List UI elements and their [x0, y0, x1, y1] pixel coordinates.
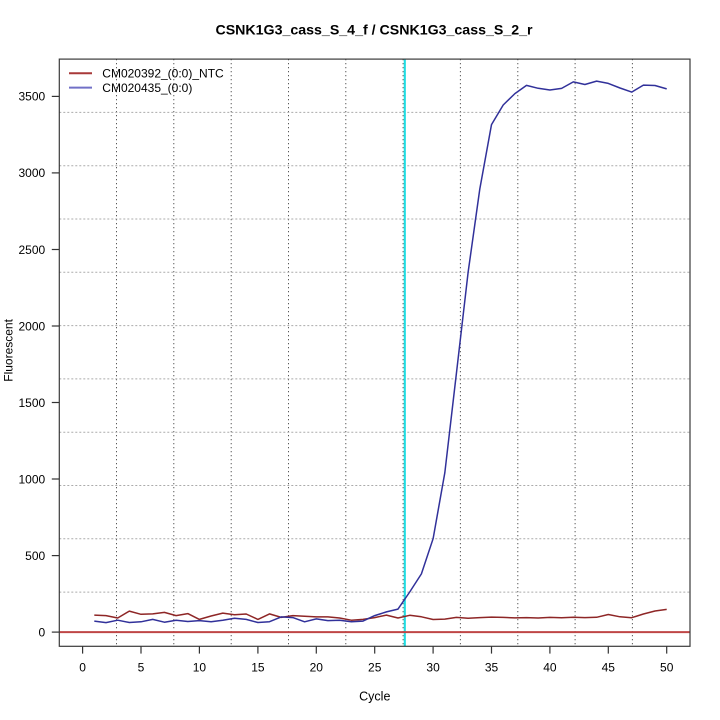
svg-text:5: 5	[138, 660, 145, 674]
svg-text:20: 20	[310, 660, 324, 674]
svg-text:30: 30	[426, 660, 440, 674]
svg-text:45: 45	[602, 660, 616, 674]
svg-text:0: 0	[39, 625, 46, 639]
svg-text:500: 500	[25, 549, 45, 563]
svg-text:10: 10	[193, 660, 207, 674]
svg-text:40: 40	[543, 660, 557, 674]
svg-text:2500: 2500	[18, 243, 45, 257]
svg-text:3000: 3000	[18, 166, 45, 180]
svg-text:Cycle: Cycle	[359, 690, 390, 704]
svg-text:50: 50	[660, 660, 674, 674]
svg-text:2000: 2000	[18, 319, 45, 333]
svg-text:15: 15	[251, 660, 265, 674]
svg-text:CSNK1G3_cass_S_4_f / CSNK1G3_c: CSNK1G3_cass_S_4_f / CSNK1G3_cass_S_2_r	[215, 23, 533, 39]
svg-text:35: 35	[485, 660, 499, 674]
svg-text:CM020392_(0:0)_NTC: CM020392_(0:0)_NTC	[102, 67, 224, 81]
svg-text:0: 0	[79, 660, 86, 674]
svg-text:25: 25	[368, 660, 382, 674]
svg-text:Fluorescent: Fluorescent	[2, 318, 16, 381]
svg-text:CM020435_(0:0): CM020435_(0:0)	[102, 81, 192, 95]
svg-text:1000: 1000	[18, 472, 45, 486]
svg-text:1500: 1500	[18, 396, 45, 410]
svg-text:3500: 3500	[18, 90, 45, 104]
